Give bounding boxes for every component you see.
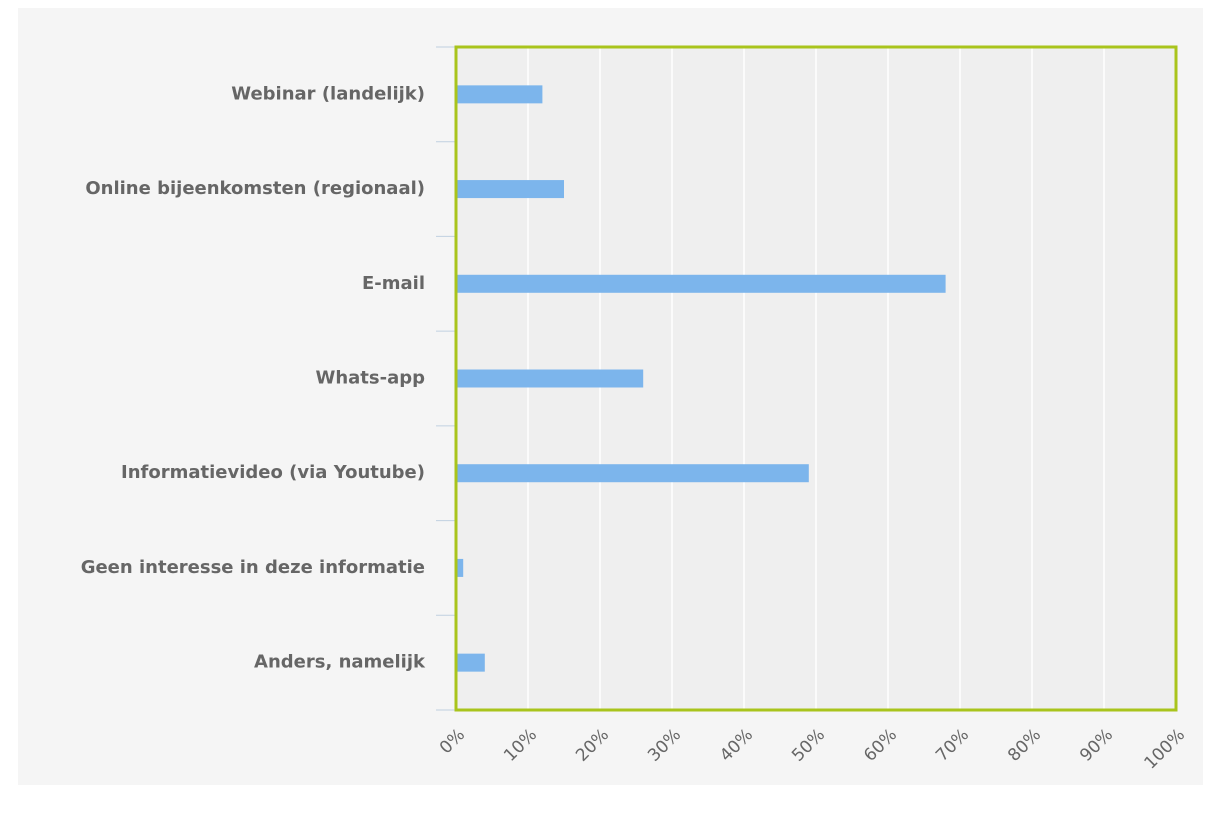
bar (456, 85, 543, 104)
y-tick-label: Online bijeenkomsten (regionaal) (85, 178, 425, 199)
y-tick-label: Geen interesse in deze informatie (81, 557, 425, 578)
y-tick-label: Whats-app (315, 368, 425, 389)
bar (456, 464, 809, 483)
bar (456, 180, 564, 199)
plot-border (454, 45, 1178, 712)
bar (456, 274, 946, 293)
y-tick-label: Informatievideo (via Youtube) (121, 462, 425, 483)
y-tick-label: Webinar (landelijk) (231, 83, 425, 104)
y-tick-label: Anders, namelijk (254, 652, 426, 673)
bar (456, 369, 644, 388)
y-tick-label: E-mail (362, 273, 425, 294)
bar (456, 653, 485, 672)
bar (456, 558, 464, 577)
